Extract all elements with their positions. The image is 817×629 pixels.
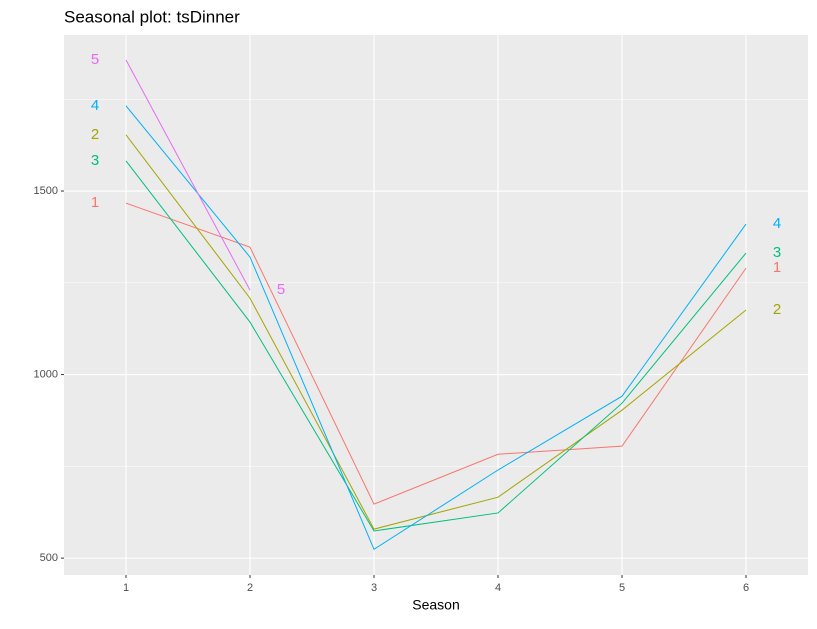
y-tick-label: 1500 [34, 185, 58, 197]
series-label: 5 [277, 281, 285, 298]
series-label: 5 [91, 51, 99, 68]
series-line [125, 134, 747, 530]
panel-background [64, 35, 808, 575]
x-tick-label: 1 [123, 582, 129, 594]
x-axis-title: Season [412, 597, 459, 613]
series-line [125, 202, 747, 505]
series-label: 2 [91, 126, 99, 143]
series-label: 1 [91, 194, 99, 211]
y-tick-label: 500 [40, 552, 58, 564]
series-label: 2 [773, 301, 781, 318]
y-tick-label: 1000 [34, 368, 58, 380]
x-tick-label: 2 [247, 582, 253, 594]
x-tick-label: 4 [495, 582, 501, 594]
series-label: 3 [91, 152, 99, 169]
series-line [125, 105, 747, 551]
x-tick-label: 3 [371, 582, 377, 594]
x-tick-label: 5 [619, 582, 625, 594]
chart-title: Seasonal plot: tsDinner [64, 7, 240, 26]
x-tick-label: 6 [743, 582, 749, 594]
series-label: 3 [773, 244, 781, 261]
series-line [125, 160, 747, 532]
series-label: 4 [773, 215, 781, 232]
series-label: 4 [91, 97, 99, 114]
series-line [125, 59, 251, 291]
series-label: 1 [773, 259, 781, 276]
